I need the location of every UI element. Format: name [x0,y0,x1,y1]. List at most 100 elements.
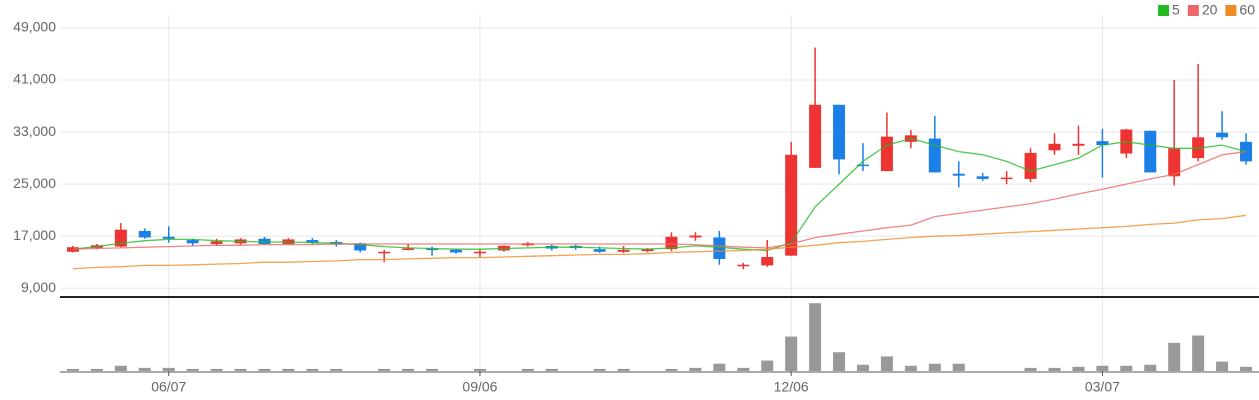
y-tick-label: 9,000 [21,279,56,295]
volume-bar [426,368,439,371]
candle-body [689,235,702,238]
candle-body [880,136,893,172]
candle-body [450,249,463,253]
y-tick-label: 49,000 [13,19,56,35]
legend-swatch [1158,5,1170,16]
volume-bar [785,336,798,371]
ma-line [72,150,1247,250]
volume-bar [186,368,199,371]
volume-bar [904,365,917,371]
candle-body [617,249,630,252]
volume-bar [1096,365,1109,371]
x-tick-label: 03/07 [1085,379,1120,395]
legend-label: 60 [1239,2,1255,18]
legend-swatch [1225,5,1237,16]
candle-body [833,104,846,160]
legend: 60 20 5 [1158,2,1255,18]
volume-bar [378,368,391,371]
y-tick-label: 25,000 [13,175,56,191]
x-tick-label: 12/06 [774,379,809,395]
volume-bar [833,352,846,371]
volume-bar [880,356,893,371]
volume-bar [1048,367,1061,371]
candle-body [378,251,391,254]
x-tick-label: 06/07 [151,379,186,395]
volume-bar [258,368,271,371]
legend-label: 20 [1202,2,1218,18]
candle-body [1024,152,1037,179]
candle-body [186,240,199,244]
candle-body [1000,177,1013,180]
ma-line [72,214,1247,270]
y-tick-label: 33,000 [13,123,56,139]
volume-bar [545,368,558,371]
candle-body [1144,130,1157,173]
volume-bar [1216,361,1229,371]
volume-bar [617,368,630,371]
volume-bar [856,364,869,371]
candle-body [856,164,869,167]
candle-body [138,230,151,238]
volume-bar [1192,335,1205,371]
candle-body [162,236,175,239]
volume-bar [1240,366,1253,371]
volume-bar [90,368,103,371]
y-tick-label: 17,000 [13,227,56,243]
candle-body [1048,143,1061,151]
volume-bar [761,360,774,371]
candle-body [1168,148,1181,177]
candle-body [1072,143,1085,146]
candle-body [809,104,822,168]
candle-body [354,243,367,251]
legend-label: 5 [1172,2,1180,18]
candle-body [402,248,415,251]
candle-body [473,251,486,254]
volume-bar [689,367,702,371]
volume-bar [952,363,965,371]
volume-bar [282,368,295,371]
volume-bar [66,368,79,371]
candle-body [952,173,965,176]
volume-bar [473,368,486,371]
candle-body [641,249,654,252]
candle-body [665,236,678,250]
volume-bar [306,368,319,371]
candle-body [928,138,941,173]
candle-body [210,241,223,244]
candle-body [785,154,798,256]
candle-body [1096,141,1109,146]
candle-body [593,249,606,252]
volume-bar [737,367,750,371]
candle-body [713,237,726,259]
candle-body [306,240,319,243]
volume-bar [402,368,415,371]
volume-bar [521,368,534,371]
volume-bar [713,363,726,371]
volume-bar [234,368,247,371]
volume-bar [138,367,151,371]
volume-bar [114,365,127,371]
volume-bar [593,368,606,371]
candle-body [976,176,989,179]
candle-body [66,247,79,252]
volume-bar [162,367,175,371]
candle-body [761,256,774,266]
volume-bar [665,368,678,371]
legend-swatch [1187,5,1199,16]
volume-bar [1072,366,1085,371]
candle-body [1216,132,1229,138]
candle-body [737,264,750,267]
candle-body [426,248,439,251]
volume-bar [1024,367,1037,371]
volume-bar [330,368,343,371]
x-tick-label: 09/06 [462,379,497,395]
volume-bar [210,368,223,371]
volume-bar [1144,364,1157,371]
volume-bar [1168,342,1181,371]
volume-bar [809,303,822,371]
ma-line [72,137,1247,252]
y-tick-label: 41,000 [13,71,56,87]
candle-body [1240,141,1253,162]
volume-bar [1120,365,1133,371]
